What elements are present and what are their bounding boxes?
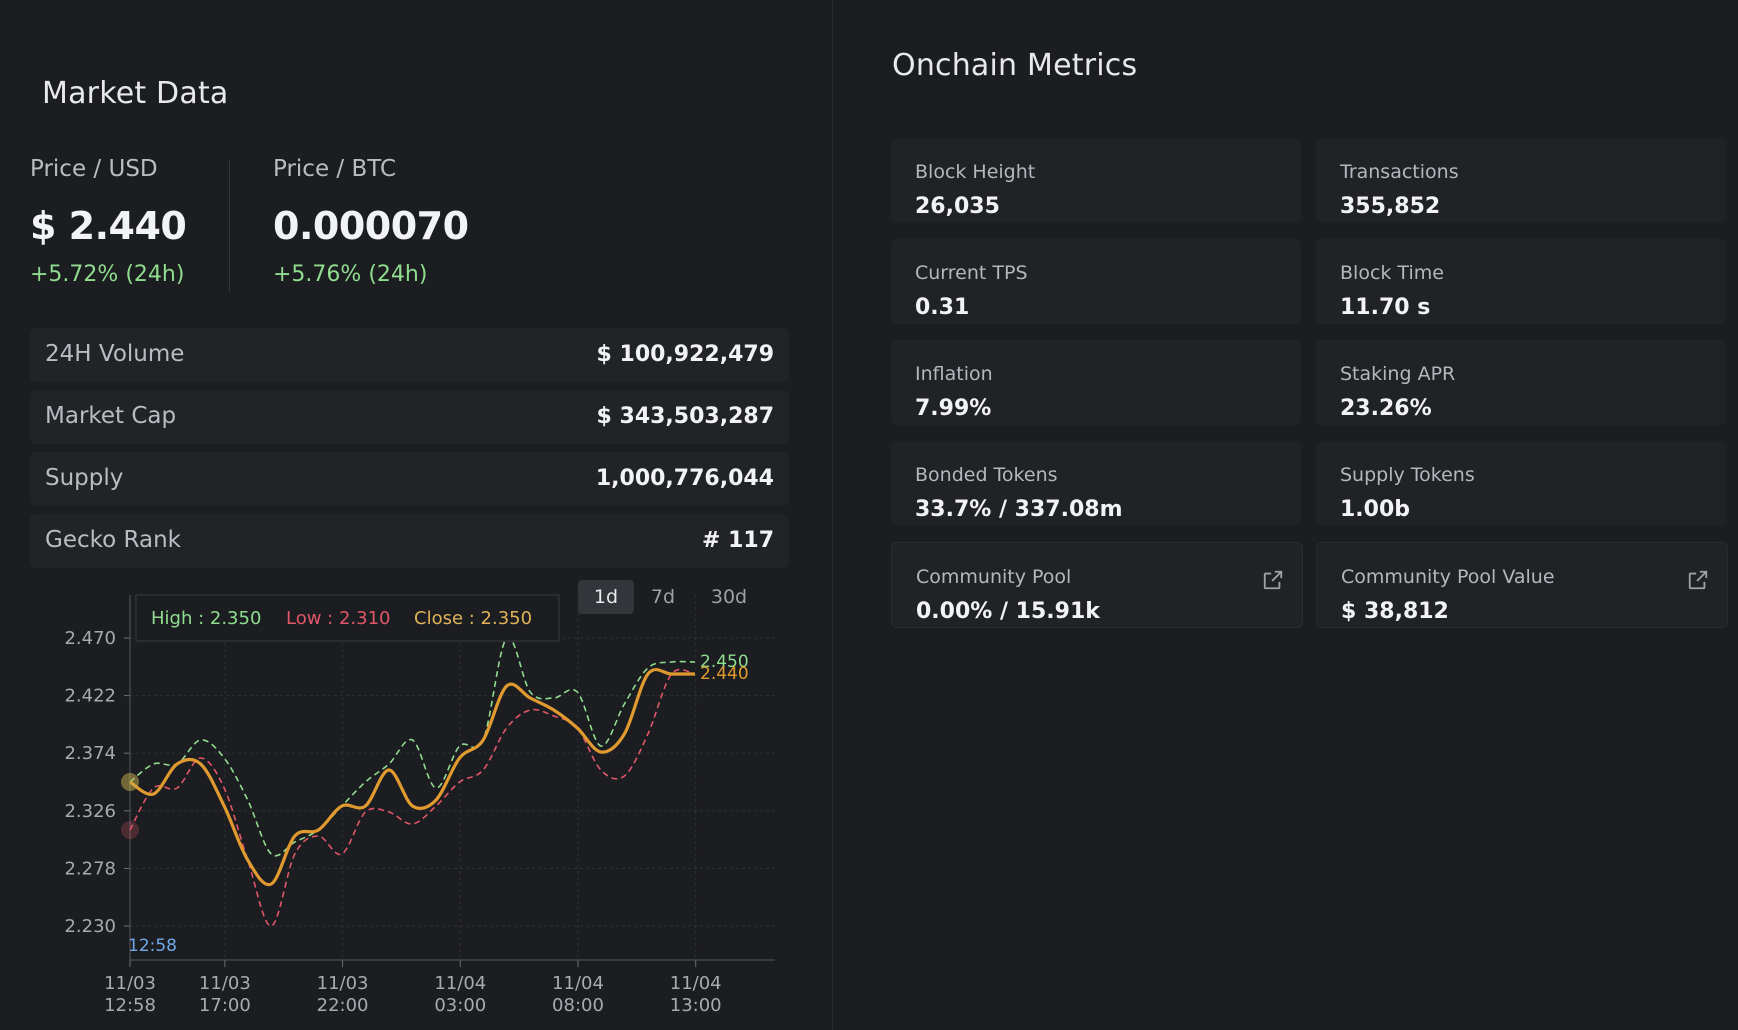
price-usd-label: Price / USD (30, 156, 158, 182)
timeframe-30d-button[interactable]: 30d (710, 586, 748, 608)
metric-value: 7.99% (915, 396, 992, 421)
metric-card-block-height: Block Height 26,035 (891, 138, 1301, 223)
stat-value: 1,000,776,044 (595, 466, 774, 491)
metric-value: 355,852 (1340, 194, 1441, 219)
y-tick-label: 2.278 (64, 858, 116, 879)
metric-label: Block Height (915, 161, 1036, 183)
metric-label: Transactions (1340, 161, 1459, 183)
metric-value: $ 38,812 (1341, 599, 1449, 624)
x-tick-label-date: 11/03 (317, 973, 369, 994)
series-close-line (129, 668, 695, 887)
price-usd-change: +5.72% (24h) (30, 262, 185, 287)
timeframe-7d-button[interactable]: 7d (650, 586, 676, 608)
x-tick-label-time: 12:58 (104, 995, 156, 1015)
tooltip-close: Close : 2.350 (414, 608, 532, 629)
price-btc-label: Price / BTC (273, 156, 397, 182)
y-tick-label: 2.374 (64, 743, 116, 764)
metric-value: 33.7% / 337.08m (915, 497, 1123, 522)
x-tick-label-time: 08:00 (552, 995, 604, 1015)
stat-row-gecko-rank: Gecko Rank # 117 (30, 514, 789, 568)
metric-card-supply-tokens: Supply Tokens 1.00b (1316, 441, 1726, 526)
x-tick-label-time: 13:00 (670, 995, 722, 1015)
tooltip-low: Low : 2.310 (286, 608, 390, 629)
price-chart[interactable]: 2.4702.4222.3742.3262.2782.23011/0312:58… (0, 575, 800, 1015)
x-tick-label-date: 11/04 (552, 973, 604, 994)
metric-value: 11.70 s (1340, 295, 1431, 320)
timeframe-1d-button[interactable]: 1d (578, 580, 634, 614)
metric-label: Inflation (915, 363, 993, 385)
last-close-label: 2.440 (700, 664, 749, 684)
crosshair-marker-high (121, 773, 139, 791)
stat-value: $ 343,503,287 (596, 404, 774, 429)
metric-label: Block Time (1340, 262, 1444, 284)
series-low-line (129, 668, 696, 927)
price-usd-value: $ 2.440 (30, 204, 187, 248)
external-link-icon[interactable] (1262, 569, 1284, 591)
metric-card-current-tps: Current TPS 0.31 (891, 239, 1301, 324)
stat-label: Market Cap (45, 403, 177, 429)
last-high-label: 2.450 (700, 652, 749, 672)
price-separator (229, 160, 230, 292)
series-high-line (129, 636, 696, 857)
price-btc-change: +5.76% (24h) (273, 262, 428, 287)
x-tick-label-time: 03:00 (434, 995, 486, 1015)
stat-row-volume: 24H Volume $ 100,922,479 (30, 328, 789, 382)
metric-value: 0.31 (915, 295, 970, 320)
metric-value: 26,035 (915, 194, 1000, 219)
onchain-metrics-title: Onchain Metrics (892, 48, 1138, 83)
y-tick-label: 2.230 (64, 916, 116, 937)
stat-value: # 117 (701, 528, 774, 553)
x-tick-label-time: 17:00 (199, 995, 251, 1015)
metric-value: 0.00% / 15.91k (916, 599, 1100, 624)
chart-tooltip: High : 2.350 Low : 2.310 Close : 2.350 (135, 594, 560, 642)
stat-label: Supply (45, 465, 124, 491)
market-data-title: Market Data (42, 76, 229, 111)
metric-card-inflation: Inflation 7.99% (891, 340, 1301, 425)
y-tick-label: 2.470 (64, 628, 116, 649)
x-tick-label-date: 11/04 (670, 973, 722, 994)
metric-label: Supply Tokens (1340, 464, 1475, 486)
x-tick-label-time: 22:00 (317, 995, 369, 1015)
crosshair-marker-close (121, 773, 139, 791)
metric-card-community-pool[interactable]: Community Pool 0.00% / 15.91k (891, 542, 1303, 628)
metric-card-block-time: Block Time 11.70 s (1316, 239, 1726, 324)
stat-label: Gecko Rank (45, 527, 181, 553)
x-tick-label-date: 11/03 (104, 973, 156, 994)
crosshair-time-label: 12:58 (128, 936, 177, 956)
x-tick-label-date: 11/04 (434, 973, 486, 994)
metric-card-staking-apr: Staking APR 23.26% (1316, 340, 1726, 425)
metric-card-transactions: Transactions 355,852 (1316, 138, 1726, 223)
y-tick-label: 2.326 (64, 801, 116, 822)
chart-series (121, 636, 696, 927)
metric-value: 1.00b (1340, 497, 1411, 522)
x-tick-label-date: 11/03 (199, 973, 251, 994)
stat-row-supply: Supply 1,000,776,044 (30, 452, 789, 506)
y-tick-label: 2.422 (64, 686, 116, 707)
chart-grid (129, 595, 775, 960)
stat-label: 24H Volume (45, 341, 185, 367)
stat-row-market-cap: Market Cap $ 343,503,287 (30, 390, 789, 444)
price-btc-value: 0.000070 (273, 204, 469, 248)
metric-label: Staking APR (1340, 363, 1456, 385)
price-usd-block: Price / USD $ 2.440 +5.72% (24h) (30, 156, 187, 287)
metric-card-community-pool-value[interactable]: Community Pool Value $ 38,812 (1316, 542, 1728, 628)
metric-label: Community Pool Value (1341, 566, 1555, 588)
chart-axes: 2.4702.4222.3742.3262.2782.23011/0312:58… (64, 595, 775, 1015)
crosshair-marker-low (121, 821, 139, 839)
price-btc-block: Price / BTC 0.000070 +5.76% (24h) (273, 156, 469, 287)
tooltip-high: High : 2.350 (151, 608, 261, 629)
metric-label: Bonded Tokens (915, 464, 1058, 486)
market-data-panel: Market Data Price / USD $ 2.440 +5.72% (… (0, 0, 832, 1030)
metric-label: Current TPS (915, 262, 1028, 284)
tooltip-box (135, 594, 560, 642)
external-link-icon[interactable] (1687, 569, 1709, 591)
metric-card-bonded-tokens: Bonded Tokens 33.7% / 337.08m (891, 441, 1301, 526)
panel-divider (832, 0, 833, 1030)
metric-label: Community Pool (916, 566, 1072, 588)
onchain-metrics-panel: Onchain Metrics Block Height 26,035 Tran… (833, 0, 1738, 1030)
stat-value: $ 100,922,479 (596, 342, 774, 367)
metric-value: 23.26% (1340, 396, 1432, 421)
